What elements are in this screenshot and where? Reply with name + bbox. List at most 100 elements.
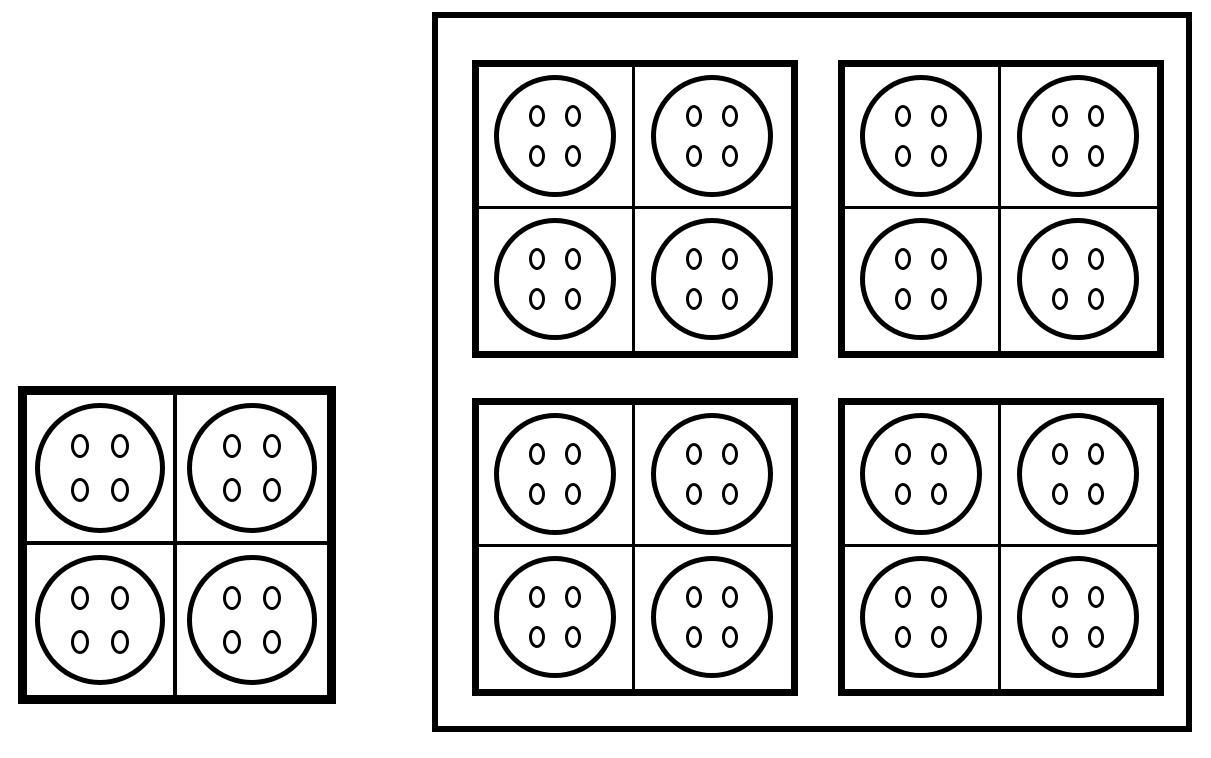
button-hole-icon (722, 626, 738, 648)
button-hole-icon (931, 105, 947, 127)
button-hole-icon (686, 483, 702, 505)
button-hole-icon (565, 626, 581, 648)
grid-cell (476, 206, 635, 355)
button-hole-icon (71, 478, 89, 502)
button-circle-icon (35, 403, 165, 533)
button-hole-icon (1088, 105, 1104, 127)
button-circle-icon (860, 75, 982, 197)
button-circle-icon (494, 556, 616, 678)
grid-cell (173, 541, 331, 699)
button-hole-icon (931, 483, 947, 505)
button-hole-icon (895, 105, 911, 127)
grid-cell (842, 64, 1001, 209)
grid-cell (632, 402, 795, 547)
button-hole-icon (529, 586, 545, 608)
button-hole-icon (71, 630, 89, 654)
big-container (432, 12, 1192, 732)
button-hole-icon (686, 105, 702, 127)
button-hole-icon (895, 586, 911, 608)
button-circle-icon (651, 413, 773, 535)
button-hole-icon (722, 443, 738, 465)
button-circle-icon (1017, 413, 1139, 535)
button-circle-icon (651, 218, 773, 340)
diagram-stage (0, 0, 1211, 758)
grid-cell (23, 391, 177, 545)
button-hole-icon (1052, 483, 1068, 505)
button-hole-icon (529, 483, 545, 505)
button-circle-icon (860, 218, 982, 340)
button-hole-icon (895, 483, 911, 505)
button-hole-icon (1088, 248, 1104, 270)
block-2x2-top-left (472, 60, 798, 358)
button-hole-icon (686, 248, 702, 270)
button-hole-icon (686, 288, 702, 310)
button-hole-icon (686, 145, 702, 167)
button-hole-icon (529, 145, 545, 167)
button-hole-icon (529, 288, 545, 310)
button-hole-icon (111, 630, 129, 654)
button-hole-icon (931, 443, 947, 465)
button-hole-icon (1052, 586, 1068, 608)
button-hole-icon (71, 586, 89, 610)
block-2x2-standalone (18, 386, 336, 704)
button-hole-icon (71, 434, 89, 458)
button-hole-icon (565, 483, 581, 505)
grid-cell (476, 64, 635, 209)
button-hole-icon (686, 626, 702, 648)
grid-cell (173, 391, 331, 545)
button-hole-icon (722, 105, 738, 127)
button-hole-icon (1088, 145, 1104, 167)
button-hole-icon (895, 248, 911, 270)
button-circle-icon (187, 403, 317, 533)
button-hole-icon (931, 288, 947, 310)
button-hole-icon (1052, 105, 1068, 127)
button-hole-icon (1088, 483, 1104, 505)
button-hole-icon (263, 586, 281, 610)
button-circle-icon (651, 75, 773, 197)
button-hole-icon (722, 288, 738, 310)
grid-cell (632, 206, 795, 355)
button-hole-icon (1088, 443, 1104, 465)
button-hole-icon (895, 145, 911, 167)
button-hole-icon (529, 105, 545, 127)
button-hole-icon (1052, 443, 1068, 465)
button-hole-icon (686, 586, 702, 608)
button-circle-icon (651, 556, 773, 678)
button-circle-icon (860, 413, 982, 535)
grid-cell (998, 402, 1161, 547)
button-hole-icon (931, 586, 947, 608)
button-circle-icon (35, 555, 165, 685)
grid-cell (632, 544, 795, 693)
button-hole-icon (895, 288, 911, 310)
button-hole-icon (931, 248, 947, 270)
grid-cell (842, 544, 1001, 693)
grid-cell (632, 64, 795, 209)
button-hole-icon (1052, 145, 1068, 167)
button-circle-icon (494, 75, 616, 197)
button-hole-icon (722, 483, 738, 505)
button-hole-icon (722, 248, 738, 270)
button-circle-icon (1017, 75, 1139, 197)
block-2x2-bottom-right (838, 398, 1164, 696)
button-hole-icon (1088, 586, 1104, 608)
grid-cell (23, 541, 177, 699)
button-hole-icon (1052, 288, 1068, 310)
button-circle-icon (1017, 556, 1139, 678)
button-hole-icon (529, 443, 545, 465)
button-circle-icon (860, 556, 982, 678)
grid-cell (842, 206, 1001, 355)
button-hole-icon (263, 434, 281, 458)
button-circle-icon (494, 413, 616, 535)
button-hole-icon (223, 478, 241, 502)
button-circle-icon (187, 555, 317, 685)
button-hole-icon (722, 145, 738, 167)
button-hole-icon (223, 586, 241, 610)
button-hole-icon (111, 586, 129, 610)
button-hole-icon (111, 478, 129, 502)
button-hole-icon (529, 248, 545, 270)
button-hole-icon (895, 443, 911, 465)
button-hole-icon (722, 586, 738, 608)
block-2x2-bottom-left (472, 398, 798, 696)
button-hole-icon (895, 626, 911, 648)
grid-cell (842, 402, 1001, 547)
